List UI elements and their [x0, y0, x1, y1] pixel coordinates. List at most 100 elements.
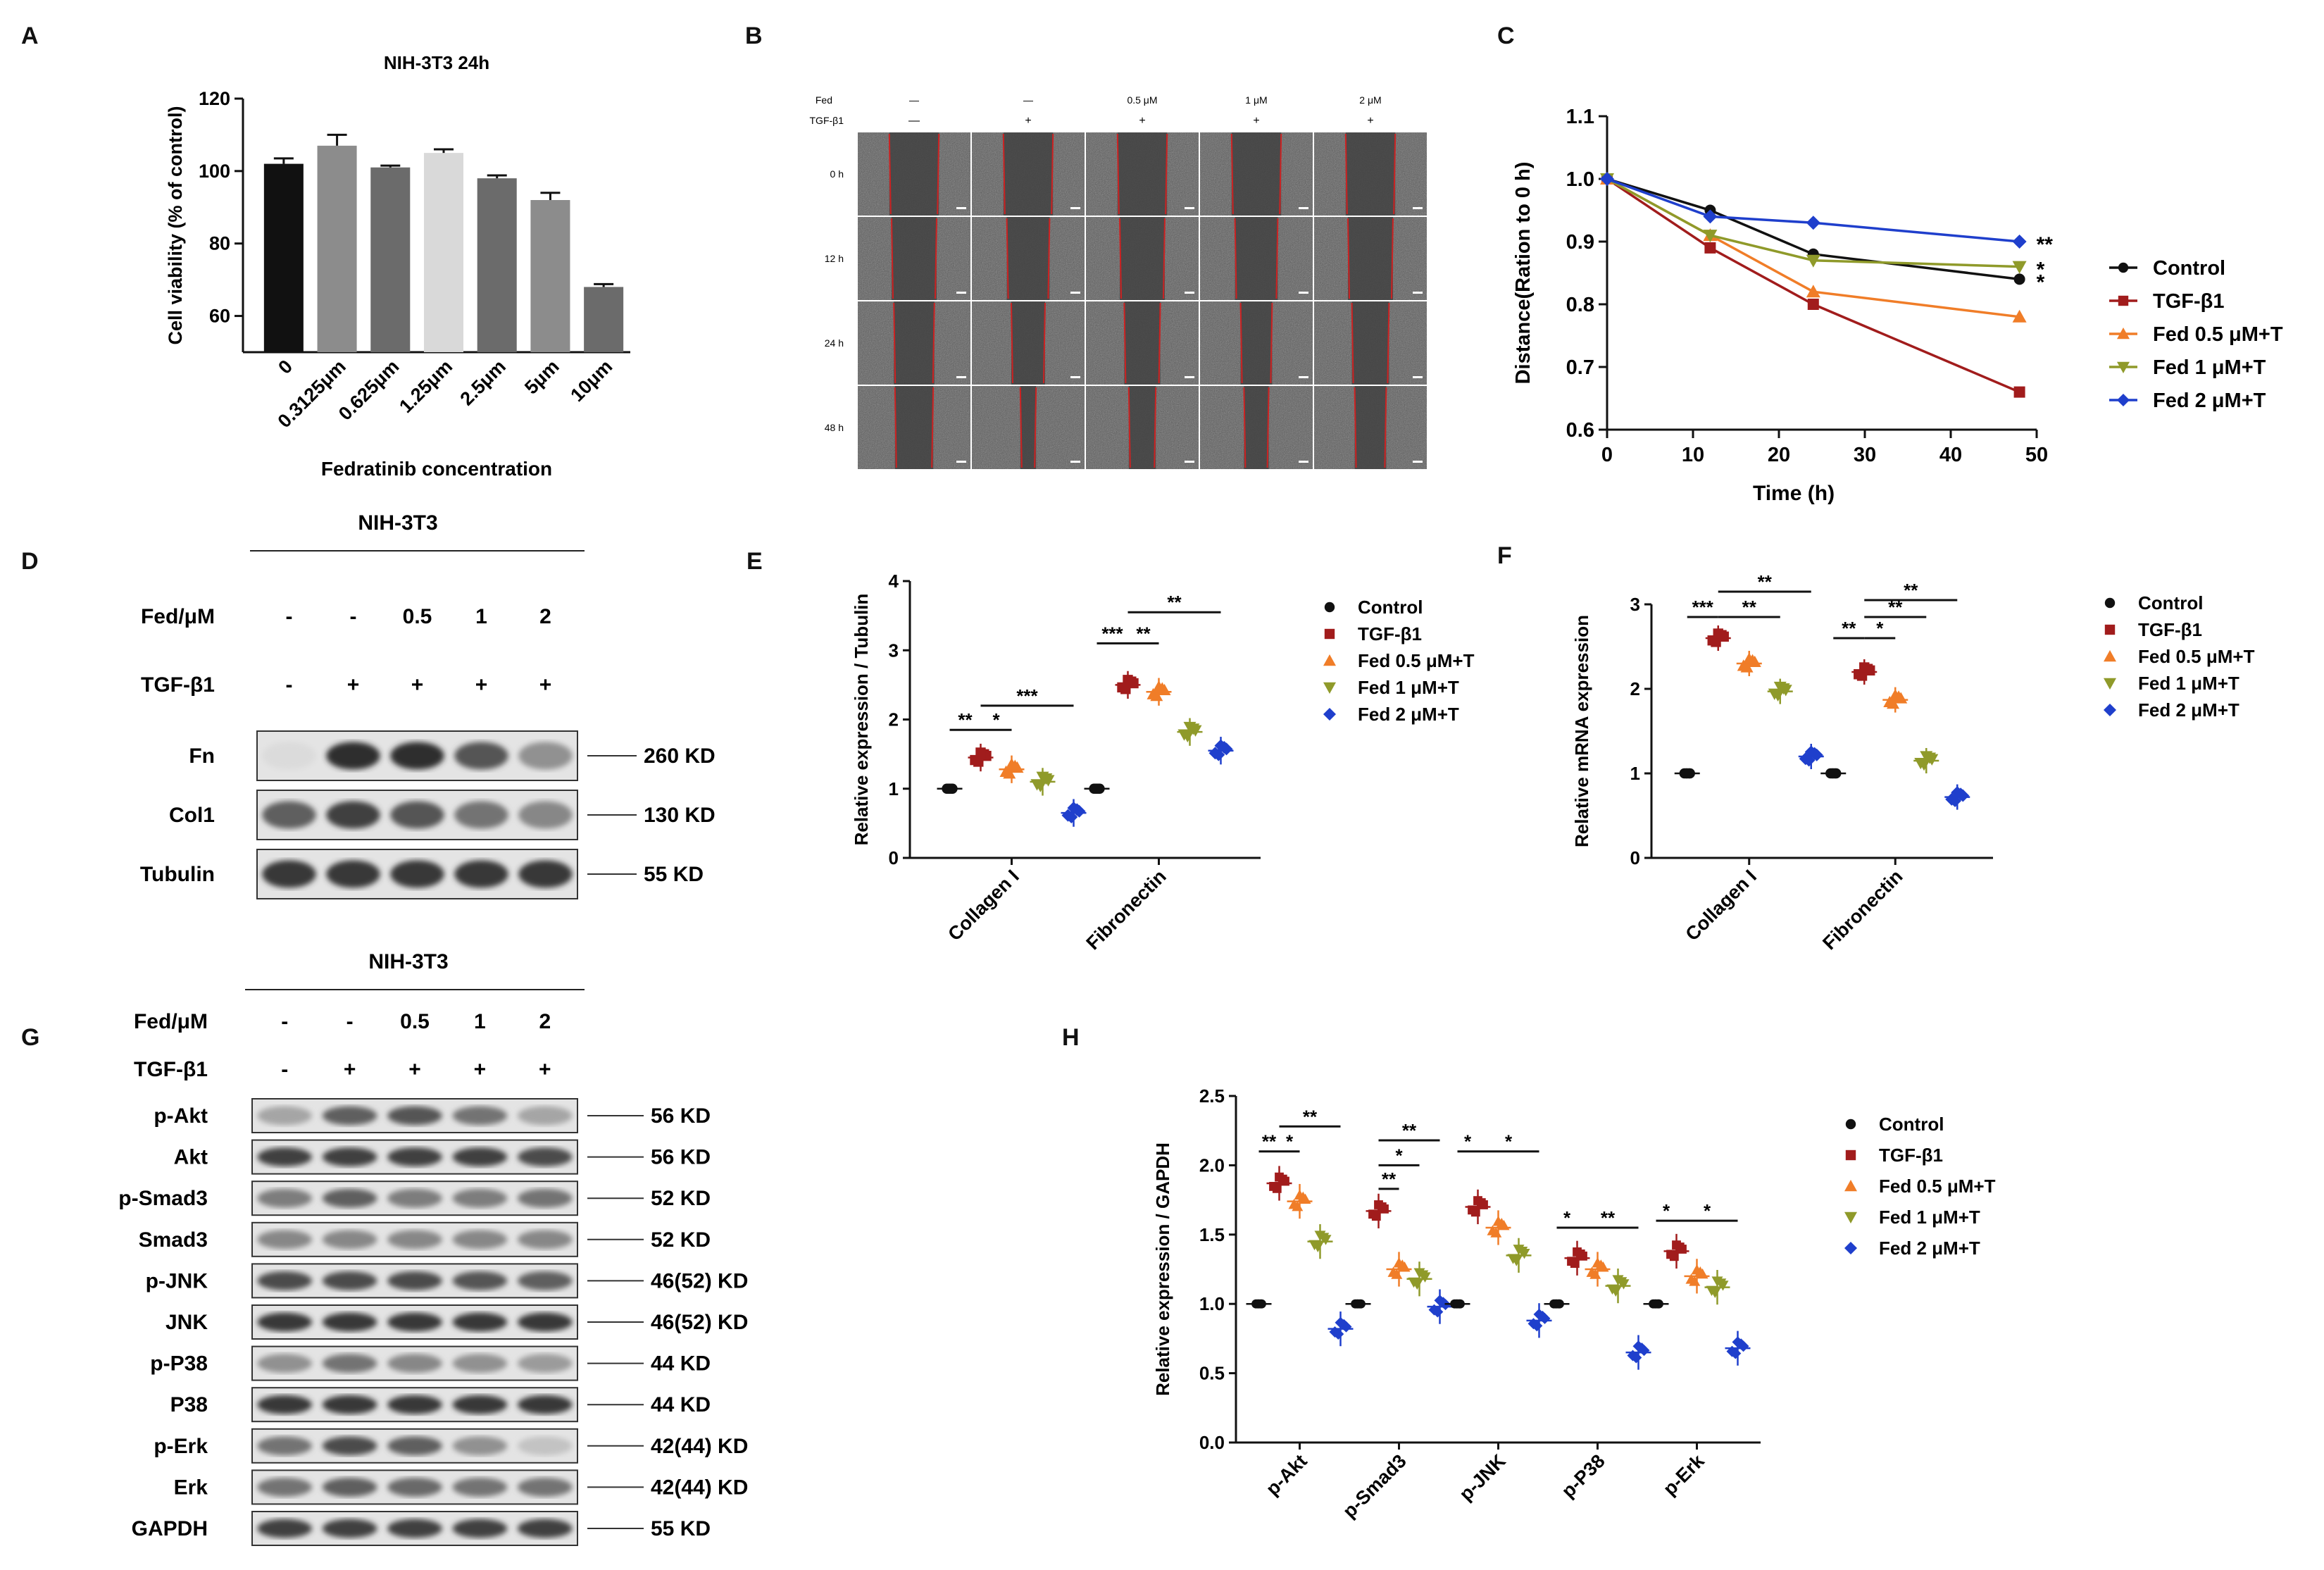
y-tick-label: 1.0 [1199, 1293, 1225, 1314]
significance-label: ** [1842, 618, 1856, 639]
fed-dose: 0.5 [400, 1010, 430, 1033]
data-point [1894, 692, 1908, 704]
series-line [1606, 177, 2020, 394]
blot-title: NIH-3T3 [358, 511, 437, 535]
data-point [1632, 1340, 1644, 1352]
blot-band [262, 860, 316, 888]
data-point [1275, 1172, 1284, 1182]
data-point [1314, 1231, 1326, 1241]
scratch-edge-left [1234, 218, 1237, 299]
data-point [1552, 1299, 1561, 1309]
x-tick-label: Collagen I [944, 866, 1023, 945]
x-tick-label: Collagen I [1682, 866, 1761, 945]
data-point [1470, 1207, 1480, 1217]
y-axis-label: Relative expression / Tubulin [851, 594, 872, 846]
data-point [1807, 299, 1819, 310]
data-point [1713, 628, 1723, 639]
data-point [1005, 758, 1018, 770]
fed-dose-label: 1 μM [1245, 94, 1267, 106]
data-point [1703, 209, 1718, 224]
data-point [1533, 1308, 1545, 1320]
significance-label: ** [1758, 571, 1773, 592]
legend-label: Fed 1 μM+T [1879, 1207, 1980, 1228]
panel-h-dot-plot: 0.0 0.5 1.0 1.5 2.0 2.5 Relative expression / … [1152, 1085, 1996, 1522]
scratch-edge-right [1270, 302, 1273, 384]
significance-label: ** [2037, 233, 2054, 256]
protein-label: P38 [170, 1393, 208, 1416]
bar [584, 287, 624, 352]
scale-bar [956, 376, 966, 378]
data-point [1951, 786, 1964, 799]
panel-f-dot-plot: 0 1 2 3 Relative mRNA expression Collagen I Fi… [1571, 571, 2255, 954]
significance-label: ** [1303, 1106, 1318, 1127]
legend-label: Control [1879, 1114, 1944, 1135]
scratch-gap [1120, 217, 1165, 300]
significance-label: *** [1101, 623, 1123, 644]
data-point [1703, 230, 1718, 243]
data-point [973, 756, 984, 767]
data-point [1630, 1352, 1642, 1364]
legend-label: Fed 0.5 μM+T [1879, 1176, 1996, 1197]
blot-band [326, 742, 380, 770]
fed-dose: 2 [539, 1010, 551, 1033]
data-point [1669, 1252, 1679, 1261]
significance-label: * [1563, 1207, 1571, 1228]
size-label: 44 KD [651, 1352, 711, 1376]
data-point [1730, 1347, 1742, 1359]
scratch-gap [894, 301, 935, 385]
data-point [1887, 697, 1900, 709]
tgf-sign: - [281, 1058, 288, 1081]
tgf-sign: + [539, 1058, 551, 1081]
scale-bar [1299, 207, 1308, 209]
scratch-edge-left [1019, 387, 1023, 468]
blot-band [387, 1147, 442, 1167]
scratch-gap [1348, 217, 1393, 300]
data-point [2013, 273, 2025, 285]
scratch-gap [1235, 217, 1278, 300]
data-point [1806, 254, 1820, 268]
scratch-edge-left [893, 302, 897, 384]
data-point [1092, 783, 1102, 794]
scratch-edge-left [1351, 302, 1354, 384]
protein-label: Tubulin [140, 863, 215, 886]
blot-band [517, 1354, 573, 1373]
x-tick-label: 0 [1601, 444, 1613, 466]
data-point [1589, 1269, 1601, 1279]
data-point [1413, 1268, 1425, 1278]
blot-band [257, 1312, 313, 1332]
size-label: 56 KD [651, 1104, 711, 1128]
legend-label: Fed 0.5 μM+T [2138, 646, 2255, 667]
blot-band [454, 742, 508, 770]
scale-bar [1070, 207, 1080, 209]
data-point [1732, 1336, 1744, 1348]
fed-dose: - [346, 1010, 354, 1033]
protein-label: JNK [165, 1311, 208, 1334]
y-tick-label: 60 [209, 306, 230, 327]
scratch-gap [1011, 301, 1045, 385]
blot-band [322, 1230, 377, 1250]
size-label: 260 KD [644, 744, 716, 768]
size-label: 44 KD [651, 1393, 711, 1416]
scratch-edge-left [894, 387, 897, 468]
scale-bar [1185, 207, 1194, 209]
blot-band [454, 860, 508, 888]
tgf-row-label: TGF-β1 [810, 115, 844, 126]
legend-marker [2104, 678, 2116, 690]
blot-band [452, 1230, 508, 1250]
legend-marker [1324, 602, 1335, 613]
timepoint-label: 48 h [825, 422, 844, 433]
legend-marker [1844, 1211, 1857, 1223]
panel-letter-c: C [1497, 23, 1515, 49]
data-point [1518, 1248, 1530, 1259]
scale-bar [1185, 376, 1194, 378]
significance-label: * [2037, 270, 2045, 294]
y-tick-label: 0 [889, 847, 899, 868]
protein-label: p-Smad3 [118, 1187, 208, 1210]
significance-label: ** [1402, 1120, 1417, 1141]
significance-label: ** [1167, 592, 1182, 613]
data-point [1531, 1320, 1543, 1332]
blot-band [322, 1147, 377, 1167]
y-tick-label: 2 [889, 709, 899, 730]
scratch-gap [1128, 386, 1156, 469]
protein-label: GAPDH [132, 1517, 208, 1540]
